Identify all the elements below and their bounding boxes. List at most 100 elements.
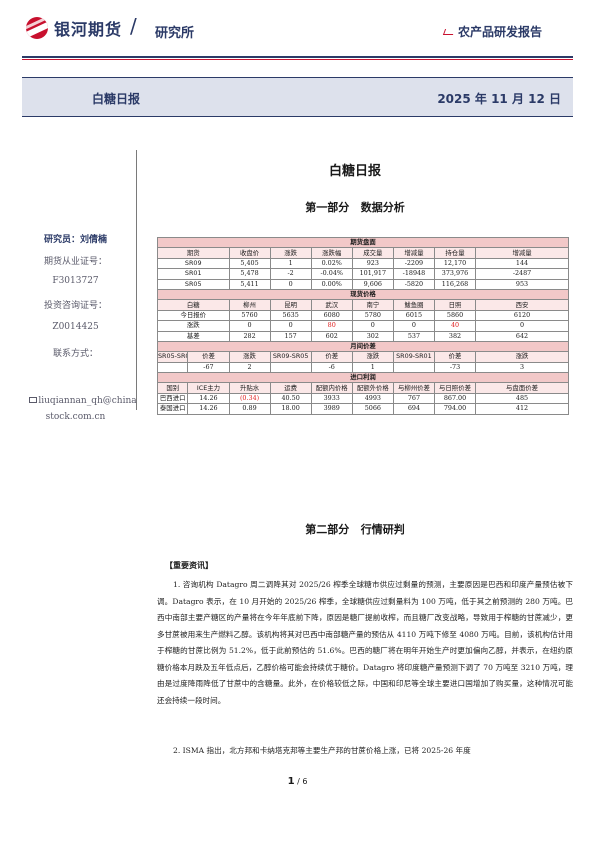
table-cell: -0.04% [310,268,353,280]
column-header: 配额外价格 [351,382,394,394]
header-divider-accent [22,59,573,60]
column-header: 昆明 [269,299,312,311]
section-spread: 月间价差 [157,340,569,353]
mail-icon [29,397,37,403]
advisor-number: Z0014425 [52,322,99,332]
sidebar-divider [136,150,137,410]
table-cell: 5066 [351,403,394,415]
column-header: 运费 [269,382,312,394]
license-number: F3013727 [52,276,99,286]
table-cell: 5760 [228,309,271,322]
column-header: 鲅鱼圈 [392,299,435,311]
column-header: 期货 [157,247,230,259]
table-cell: 4993 [351,392,394,405]
table-cell: -18948 [392,268,435,280]
column-header: 柳州 [228,299,271,311]
part1-heading: 第一部分 数据分析 [137,199,573,215]
futures-header-row: 期货 收盘价 涨跌 涨跌幅 成交量 增减量 持仓量 增减量 [157,247,569,259]
column-header: 涨跌 [475,351,569,363]
table-cell: 0 [475,320,569,332]
table-cell: 0 [392,320,435,332]
table-cell: 373,976 [433,268,477,280]
table-row: 涨跌 0 0 80 0 0 40 0 [157,320,569,332]
table-cell: 602 [310,330,353,342]
email-line-1[interactable]: liuqiannan_qh@china [38,396,137,406]
table-cell: 5635 [269,309,312,322]
report-type: 农产品研发报告 [458,25,543,39]
table-cell: 0.89 [228,403,271,415]
license-label: 期货从业证号： [43,257,107,267]
table-cell: SR01 [157,268,230,280]
page-number: 1 / 6 [0,776,595,787]
column-header: 白糖 [157,299,230,311]
column-header: 涨跌 [269,247,312,259]
table-cell: 794.00 [433,403,477,415]
banner-title: 白糖日报 [92,92,141,106]
banner-date: 2025 年 11 月 12 日 [437,92,561,106]
table-row: SR01 5,478 -2 -0.04% 101,917 -18948 373,976 -24… [157,268,569,280]
spot-header-row: 白糖 柳州 昆明 武汉 南宁 鲅鱼圈 日照 西安 [157,299,569,311]
column-header: 南宁 [351,299,394,311]
header-divider [22,56,573,58]
column-header: 升贴水 [228,382,271,394]
table-cell: SR05 [157,278,230,290]
table-cell: 3933 [310,392,353,405]
column-header: 价差 [310,351,353,363]
table-cell: 116,268 [433,278,477,290]
table-cell: 12,170 [433,257,477,270]
column-header: ICE主力 [187,382,230,394]
department-name: 研究所 [155,26,195,41]
table-cell: 5,405 [228,257,271,270]
table-cell: (0.34) [228,392,271,405]
table-cell: 0 [269,320,312,332]
table-cell: 巴西进口 [156,392,189,405]
part2-number: 第二部分 [305,523,350,536]
column-header: 收盘价 [228,247,271,259]
table-cell: 0 [269,278,312,290]
table-cell: 80 [310,320,353,332]
report-arrow-icon [442,29,456,35]
column-header: 增减量 [392,247,435,259]
table-cell: 3 [475,361,569,374]
table-cell: 1 [269,257,312,270]
import-header-row: 国别 ICE主力 升贴水 运费 配额内价格 配额外价格 与柳州价差 与日照价差 与盘面价差 [156,382,569,394]
section-title: 现货价格 [157,288,569,301]
column-header: 涨跌 [228,351,271,363]
section-title: 月间价差 [157,340,569,353]
table-row: 巴西进口 14.26 (0.34) 40.50 3933 4993 767 867.00 485 [156,392,569,405]
section-title: 进口利润 [157,372,569,384]
page-header: 银河期货 / 研究所 农产品研发报告 [0,0,595,62]
table-cell: 3989 [310,403,353,415]
table-row: 基差 282 157 602 302 537 382 642 [157,330,569,342]
column-header: 涨跌 [351,351,394,363]
part2-name: 行情研判 [360,523,405,536]
section-import: 进口利润 [157,372,569,384]
page-separator: / [294,777,303,786]
table-cell: 642 [475,330,569,342]
table-cell: -67 [187,361,230,374]
table-cell: 923 [351,257,394,270]
table-cell: 5780 [351,309,394,322]
table-cell: 0.00% [310,278,353,290]
table-cell [156,361,189,374]
table-cell: 14.26 [187,392,230,405]
table-row: 今日报价 5760 5635 6080 5780 6015 5860 6120 [157,309,569,322]
part1-number: 第一部分 [305,201,350,214]
section-spot: 现货价格 [157,288,569,301]
column-header: 日照 [433,299,477,311]
table-row: SR09 5,405 1 0.02% 923 -2209 12,170 144 [157,257,569,270]
table-cell: 40 [433,320,477,332]
table-cell: 767 [392,392,435,405]
email-line-2[interactable]: stock.com.cn [45,412,106,422]
table-cell: -2209 [392,257,435,270]
news-paragraph-1: 1. 咨询机构 Datagro 周二调降其对 2025/26 榨季全球糖市供应过… [157,580,573,705]
table-cell: 6080 [310,309,353,322]
table-cell: 282 [228,330,271,342]
table-cell: 5,478 [228,268,271,280]
column-header: 价差 [433,351,477,363]
table-row: -67 2 -6 1 -73 3 [156,361,569,374]
table-cell: 382 [433,330,477,342]
page-total: 6 [302,777,308,786]
page-current: 1 [287,776,295,787]
